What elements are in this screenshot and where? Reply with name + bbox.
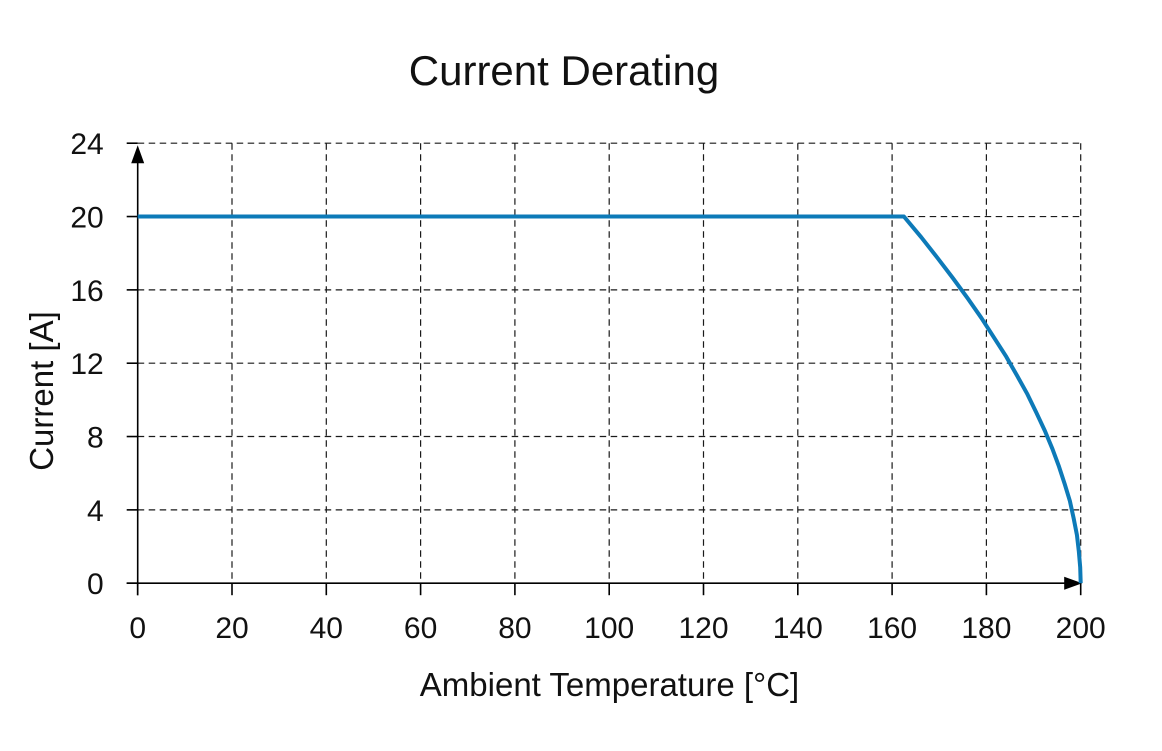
series-derated-current: [137, 214, 1083, 584]
x-tick-label-0: 0: [129, 612, 146, 645]
y-tick-label-24: 24: [70, 128, 103, 161]
x-axis-label: Ambient Temperature [°C]: [419, 666, 800, 703]
y-tick-label-4: 4: [87, 495, 104, 528]
y-axis-arrow-icon: [131, 145, 145, 164]
x-tick-label-120: 120: [678, 612, 728, 645]
x-tick-label-100: 100: [584, 612, 634, 645]
x-axis-arrow-icon: [1064, 576, 1083, 590]
y-tick-label-20: 20: [70, 202, 103, 235]
y-tick-label-12: 12: [70, 348, 103, 381]
x-tick-label-60: 60: [404, 612, 437, 645]
chart-title: Current Derating: [408, 47, 720, 94]
y-tick-label-0: 0: [87, 568, 104, 601]
x-tick-label-80: 80: [498, 612, 531, 645]
y-tick-label-16: 16: [70, 275, 103, 308]
x-tick-label-140: 140: [773, 612, 823, 645]
y-tick-label-8: 8: [87, 422, 104, 455]
x-tick-label-160: 160: [867, 612, 917, 645]
x-tick-label-20: 20: [215, 612, 248, 645]
x-tick-label-40: 40: [310, 612, 343, 645]
x-tick-label-200: 200: [1056, 612, 1106, 645]
x-tick-label-180: 180: [961, 612, 1011, 645]
